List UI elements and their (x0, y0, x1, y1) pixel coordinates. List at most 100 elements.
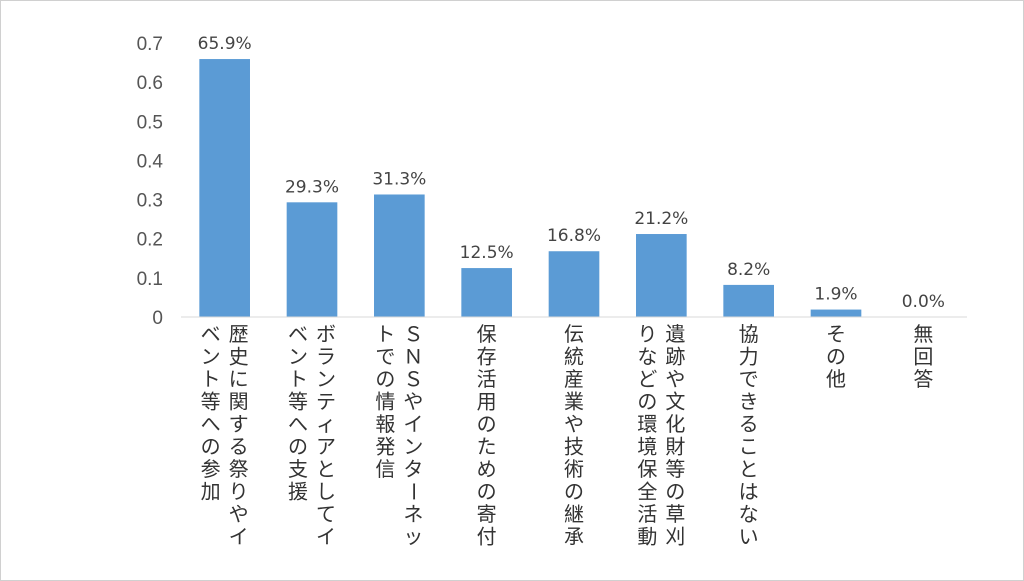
category-label-char: Ｓ (403, 322, 423, 346)
category-labels: 歴史に関する祭りやイベント等への参加ボランティアとしてイベント等への支援ＳＮＳや… (201, 322, 934, 549)
category-label-char: め (477, 457, 497, 481)
category-label-char: ン (288, 345, 308, 369)
category-label-char: ベ (288, 322, 308, 346)
data-label: 21.2% (634, 209, 688, 229)
bar (461, 268, 512, 317)
category-label-char: ッ (403, 525, 423, 549)
category-label-char: イ (316, 525, 336, 549)
category-label-char: 全 (637, 480, 657, 504)
category-label-char: 刈 (665, 525, 685, 549)
category-label-char: 支 (288, 457, 308, 481)
bar (548, 251, 600, 317)
category-label-char: 術 (564, 457, 584, 481)
category-label-char: ア (316, 435, 336, 459)
category-label-char: 統 (564, 345, 584, 369)
category-label-char: の (477, 412, 497, 436)
y-tick-label: 0.3 (137, 191, 163, 212)
category-label-char: ン (201, 345, 221, 369)
category-label-char: こ (739, 435, 759, 459)
category-label-char: ィ (316, 412, 336, 436)
category-label-char: 協 (739, 322, 759, 346)
category-label-char: 遺 (665, 322, 685, 346)
category-label-char: 報 (375, 412, 395, 436)
category-label-char: し (316, 480, 336, 504)
data-label: 0.0% (902, 292, 945, 312)
category-label-char: な (739, 502, 759, 526)
category-label-char: で (739, 367, 759, 391)
bar (636, 234, 687, 317)
category-label-char: や (403, 390, 423, 414)
data-label: 1.9% (814, 285, 857, 305)
category-label-char: ど (637, 367, 657, 391)
category-label: その他 (826, 322, 846, 391)
category-label-char: の (201, 435, 221, 459)
category-label-char: の (375, 367, 395, 391)
category-label-char: 参 (201, 457, 221, 481)
category-label-char: ボ (316, 322, 336, 346)
category-label-char: 産 (564, 367, 584, 391)
y-tick-label: 0.2 (137, 230, 163, 251)
category-label-char: 加 (201, 480, 221, 504)
category-label-char: 化 (665, 412, 685, 436)
category-label-char: は (739, 480, 759, 504)
category-label-char: 存 (477, 345, 497, 369)
data-label: 12.5% (460, 243, 514, 263)
category-label-char: 他 (826, 367, 846, 391)
category-label-char: に (229, 367, 249, 391)
category-label-char: そ (826, 322, 846, 346)
category-label-char: 回 (913, 345, 933, 369)
category-label-char: テ (316, 390, 336, 414)
category-label-char: へ (201, 412, 221, 436)
data-label: 29.3% (285, 177, 339, 197)
category-label-char: の (288, 435, 308, 459)
category-label-char: り (229, 480, 249, 504)
category-label-char: イ (229, 525, 249, 549)
category-label-char: ベ (201, 322, 221, 346)
data-label: 8.2% (727, 260, 770, 280)
category-label-char: 寄 (477, 502, 497, 526)
category-label-char: す (229, 412, 249, 436)
category-label-char: 答 (913, 367, 933, 391)
bar (199, 59, 250, 317)
category-label-char: や (665, 367, 685, 391)
category-label-char: 力 (739, 345, 759, 369)
category-label-char: 境 (637, 435, 657, 459)
category-label-char: な (637, 345, 657, 369)
y-tick-label: 0.5 (137, 112, 163, 133)
category-label-char: ト (201, 367, 221, 391)
category-label-char: と (739, 457, 759, 481)
bars (199, 59, 862, 317)
category-label-char: 無 (913, 322, 933, 346)
category-label-char: 草 (665, 502, 685, 526)
category-label-char: ト (288, 367, 308, 391)
category-label-char: ネ (403, 502, 423, 526)
category-label-char: 等 (665, 457, 685, 481)
category-label-char: い (739, 525, 759, 549)
category-label-char: 関 (229, 390, 249, 414)
category-label-char: 承 (564, 525, 584, 549)
category-label-char: る (739, 412, 759, 436)
category-label-char: 等 (201, 390, 221, 414)
category-label-char: 財 (665, 435, 685, 459)
data-label: 16.8% (547, 226, 601, 246)
category-label-char: り (637, 322, 657, 346)
category-label-char: 伝 (564, 322, 584, 346)
category-label-char: ト (375, 322, 395, 346)
category-label-char: 情 (375, 390, 395, 414)
category-label-char: の (564, 480, 584, 504)
y-axis: 0 0.1 0.2 0.3 0.4 0.5 0.6 0.7 (137, 34, 164, 329)
category-label-char: で (375, 345, 395, 369)
category-label-char: 信 (375, 457, 395, 481)
category-label-char: Ｎ (403, 345, 423, 369)
category-label-char: る (229, 435, 249, 459)
category-label-char: 保 (477, 322, 497, 346)
data-label: 65.9% (198, 34, 252, 54)
y-tick-label: 0 (152, 308, 163, 329)
category-label-char: 環 (637, 412, 657, 436)
